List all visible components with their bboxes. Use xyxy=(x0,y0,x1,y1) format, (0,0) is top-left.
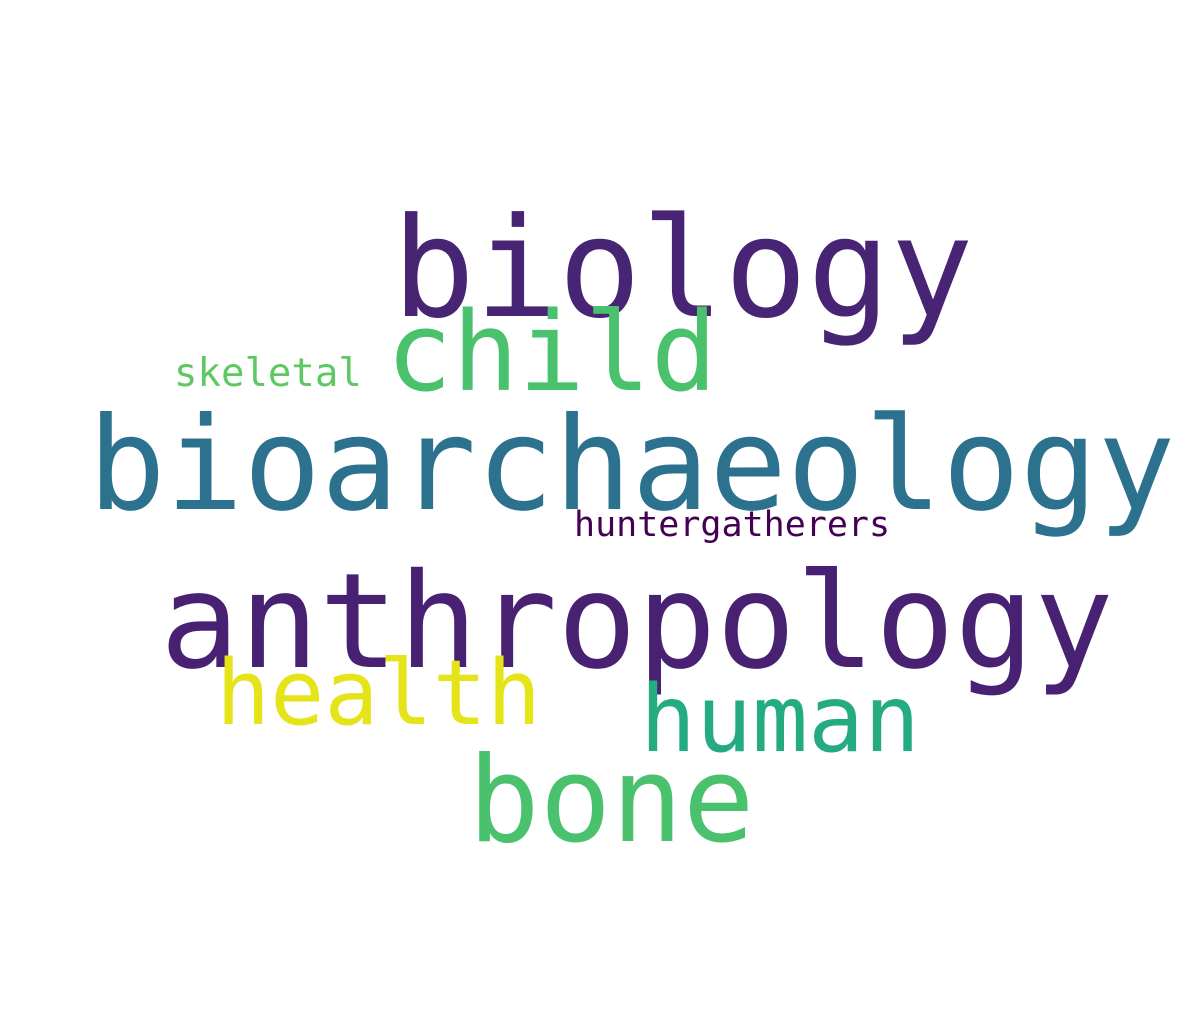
word-skeletal: skeletal xyxy=(174,351,362,396)
word-child: child xyxy=(386,288,718,416)
word-bone: bone xyxy=(468,732,755,870)
word-bioarchaeology: bioarchaeology xyxy=(88,390,1176,540)
word-human: human xyxy=(640,665,920,773)
word-huntergatherers: huntergatherers xyxy=(574,505,891,545)
word-biology: biology xyxy=(392,188,974,349)
word-health: health xyxy=(216,641,542,746)
word-anthropology: anthropology xyxy=(160,545,1114,699)
